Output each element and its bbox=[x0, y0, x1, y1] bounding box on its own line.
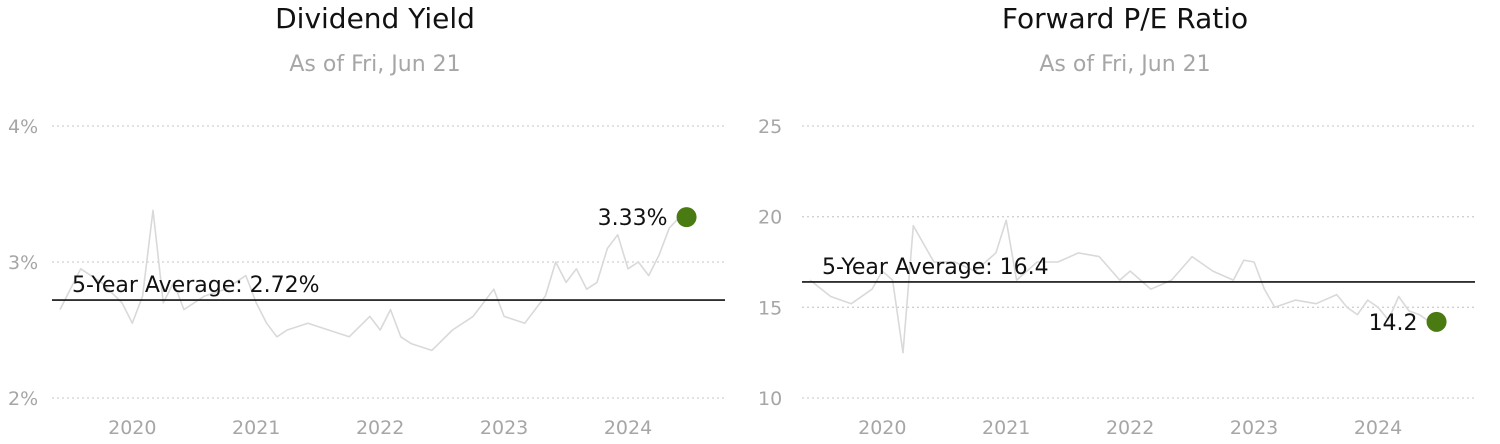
forward-pe-chart: 25 20 15 10 2020 2021 2022 2023 2024 5-Year Avera… bbox=[758, 116, 1475, 439]
chart-title: Dividend Yield bbox=[275, 2, 475, 35]
x-tick-label: 2021 bbox=[232, 417, 280, 439]
x-tick-label: 2022 bbox=[356, 417, 404, 439]
chart-title: Forward P/E Ratio bbox=[1001, 2, 1249, 35]
x-tick-label: 2023 bbox=[480, 417, 528, 439]
y-tick-label: 2% bbox=[8, 388, 38, 410]
series-line bbox=[809, 219, 1431, 354]
current-value-marker bbox=[1426, 311, 1447, 332]
current-value-label: 3.33% bbox=[598, 206, 668, 231]
x-tick-label: 2024 bbox=[604, 417, 652, 439]
chart-subtitle: As of Fri, Jun 21 bbox=[289, 52, 461, 77]
current-value-label: 14.2 bbox=[1369, 311, 1418, 336]
x-tick-label: 2024 bbox=[1354, 417, 1402, 439]
current-value-marker bbox=[676, 207, 697, 228]
y-tick-label: 10 bbox=[758, 388, 782, 410]
y-tick-label: 3% bbox=[8, 252, 38, 274]
x-tick-label: 2020 bbox=[108, 417, 156, 439]
x-tick-label: 2021 bbox=[982, 417, 1030, 439]
y-tick-label: 4% bbox=[8, 116, 38, 138]
chart-subtitle: As of Fri, Jun 21 bbox=[1039, 52, 1211, 77]
x-tick-label: 2020 bbox=[858, 417, 906, 439]
dividend-yield-panel: Dividend Yield As of Fri, Jun 21 4% 3% 2% 2… bbox=[8, 2, 725, 439]
y-tick-label: 15 bbox=[758, 297, 782, 319]
y-tick-label: 25 bbox=[758, 116, 782, 138]
dividend-yield-chart: 4% 3% 2% 2020 2021 2022 2023 2024 5-Year Average… bbox=[8, 116, 725, 439]
average-label: 5-Year Average: 2.72% bbox=[72, 273, 320, 298]
x-tick-label: 2022 bbox=[1106, 417, 1154, 439]
x-tick-label: 2023 bbox=[1230, 417, 1278, 439]
forward-pe-panel: Forward P/E Ratio As of Fri, Jun 21 25 20… bbox=[750, 0, 1500, 444]
y-tick-label: 20 bbox=[758, 207, 782, 229]
average-label: 5-Year Average: 16.4 bbox=[822, 255, 1049, 280]
series-line bbox=[59, 209, 681, 352]
